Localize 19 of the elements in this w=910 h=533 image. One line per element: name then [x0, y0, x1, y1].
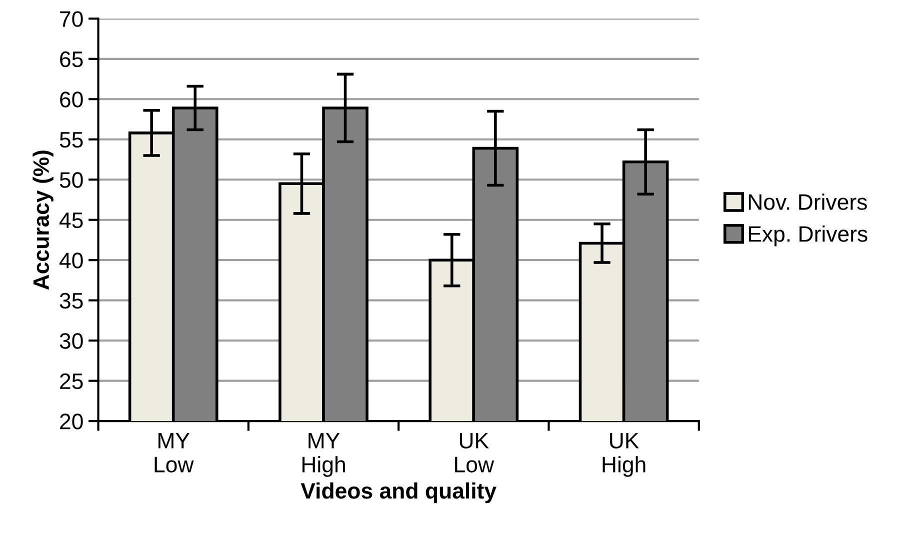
- x-axis-title: Videos and quality: [300, 482, 496, 504]
- y-tick-label: 55: [60, 132, 83, 148]
- y-tick-label: 60: [60, 92, 83, 108]
- y-tick-label: 65: [60, 51, 83, 68]
- legend-label: Nov. Drivers: [748, 194, 867, 210]
- x-tick-label: MY High: [302, 432, 345, 477]
- y-tick-label: 50: [60, 172, 83, 188]
- y-tick-label: 35: [60, 292, 83, 309]
- y-tick-label: 70: [60, 11, 83, 27]
- legend-label: Exp. Drivers: [748, 226, 868, 246]
- x-tick-label: UK Low: [455, 432, 494, 472]
- x-tick-label: UK High: [602, 432, 646, 477]
- y-tick-label: 25: [60, 373, 83, 390]
- y-tick-label: 45: [59, 212, 83, 228]
- y-tick-label: 30: [60, 333, 83, 349]
- x-tick-label: MY Low: [154, 432, 194, 472]
- y-tick-label: 20: [60, 414, 83, 430]
- y-tick-label: 40: [59, 252, 83, 268]
- y-axis-title: Accuracy (%): [32, 150, 54, 290]
